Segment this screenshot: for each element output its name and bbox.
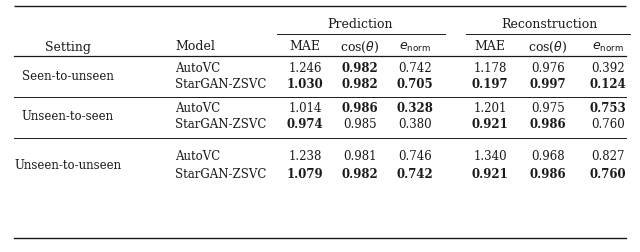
Text: 0.760: 0.760 <box>589 168 627 180</box>
Text: StarGAN-ZSVC: StarGAN-ZSVC <box>175 118 266 132</box>
Text: 0.746: 0.746 <box>398 150 432 164</box>
Text: 1.079: 1.079 <box>287 168 323 180</box>
Text: 0.985: 0.985 <box>343 118 377 132</box>
Text: 0.981: 0.981 <box>343 150 377 164</box>
Text: 1.030: 1.030 <box>287 79 323 91</box>
Text: AutoVC: AutoVC <box>175 62 220 76</box>
Text: 1.246: 1.246 <box>288 62 322 76</box>
Text: 0.986: 0.986 <box>342 103 378 115</box>
Text: Model: Model <box>175 41 215 53</box>
Text: 0.328: 0.328 <box>397 103 433 115</box>
Text: 0.997: 0.997 <box>530 79 566 91</box>
Text: Reconstruction: Reconstruction <box>501 17 597 30</box>
Text: 0.974: 0.974 <box>287 118 323 132</box>
Text: StarGAN-ZSVC: StarGAN-ZSVC <box>175 79 266 91</box>
Text: Seen-to-unseen: Seen-to-unseen <box>22 71 114 83</box>
Text: 0.975: 0.975 <box>531 103 565 115</box>
Text: Prediction: Prediction <box>327 17 393 30</box>
Text: 1.178: 1.178 <box>474 62 507 76</box>
Text: MAE: MAE <box>289 41 321 53</box>
Text: StarGAN-ZSVC: StarGAN-ZSVC <box>175 168 266 180</box>
Text: 1.238: 1.238 <box>288 150 322 164</box>
Text: Unseen-to-seen: Unseen-to-seen <box>22 110 114 123</box>
Text: 0.968: 0.968 <box>531 150 565 164</box>
Text: 0.742: 0.742 <box>397 168 433 180</box>
Text: 0.986: 0.986 <box>530 168 566 180</box>
Text: 0.742: 0.742 <box>398 62 432 76</box>
Text: 1.201: 1.201 <box>474 103 507 115</box>
Text: 0.982: 0.982 <box>342 168 378 180</box>
Text: 0.753: 0.753 <box>589 103 627 115</box>
Text: Setting: Setting <box>45 41 91 53</box>
Text: cos($\theta$): cos($\theta$) <box>340 40 380 54</box>
Text: 0.705: 0.705 <box>397 79 433 91</box>
Text: 0.982: 0.982 <box>342 62 378 76</box>
Text: MAE: MAE <box>474 41 506 53</box>
Text: Unseen-to-unseen: Unseen-to-unseen <box>15 159 122 172</box>
Text: 1.014: 1.014 <box>288 103 322 115</box>
Text: $e_{\rm norm}$: $e_{\rm norm}$ <box>399 41 431 54</box>
Text: 0.921: 0.921 <box>472 168 508 180</box>
Text: AutoVC: AutoVC <box>175 103 220 115</box>
Text: 0.197: 0.197 <box>472 79 508 91</box>
Text: 0.392: 0.392 <box>591 62 625 76</box>
Text: 0.827: 0.827 <box>591 150 625 164</box>
Text: 0.982: 0.982 <box>342 79 378 91</box>
Text: cos($\theta$): cos($\theta$) <box>528 40 568 54</box>
Text: AutoVC: AutoVC <box>175 150 220 164</box>
Text: 0.760: 0.760 <box>591 118 625 132</box>
Text: 0.124: 0.124 <box>589 79 627 91</box>
Text: 0.380: 0.380 <box>398 118 432 132</box>
Text: 0.976: 0.976 <box>531 62 565 76</box>
Text: 0.986: 0.986 <box>530 118 566 132</box>
Text: 0.921: 0.921 <box>472 118 508 132</box>
Text: 1.340: 1.340 <box>473 150 507 164</box>
Text: $e_{\rm norm}$: $e_{\rm norm}$ <box>592 41 624 54</box>
